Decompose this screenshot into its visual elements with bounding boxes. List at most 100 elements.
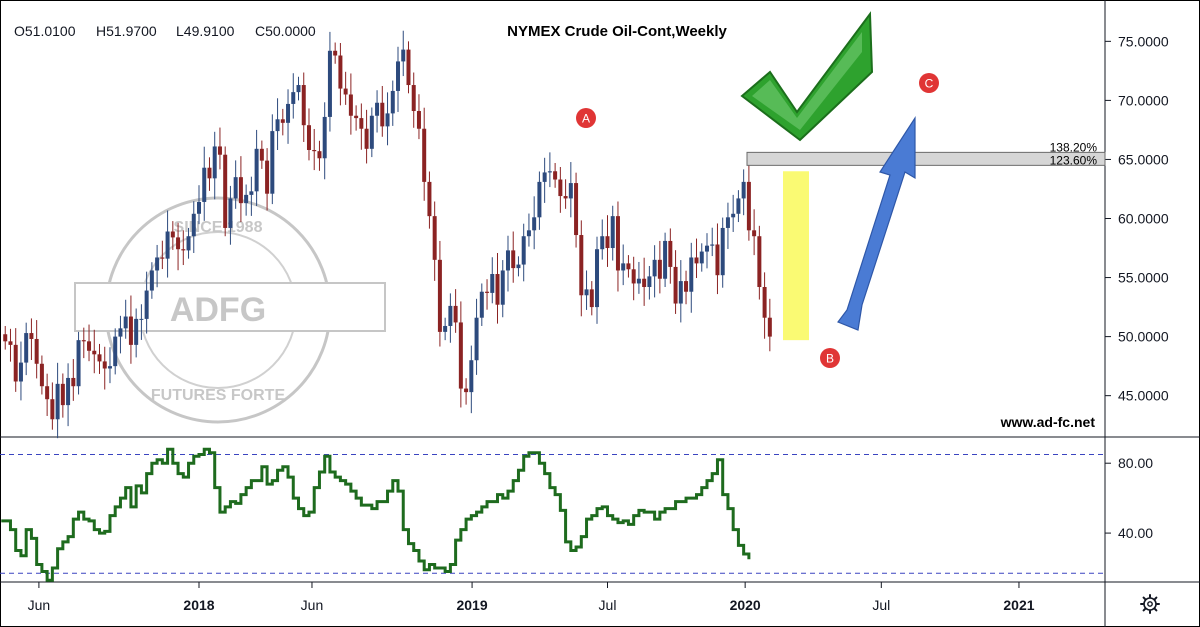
candle-body: [18, 362, 23, 382]
time-tick-label: Jun: [28, 597, 51, 613]
candle-body: [176, 237, 181, 250]
oscillator-line: [1, 447, 751, 582]
price-tick-label: 55.0000: [1118, 270, 1169, 286]
stamp-text: ADFG: [170, 291, 266, 329]
candle-body: [584, 289, 589, 296]
candle-body: [563, 196, 568, 199]
oscillator-tick-label: 40.00: [1118, 525, 1153, 541]
candle-body: [553, 171, 558, 180]
candle-body: [92, 350, 97, 355]
candle-body: [39, 363, 44, 387]
candle-body: [657, 259, 662, 279]
wave-marker-c: C: [919, 73, 939, 93]
candle-body: [631, 269, 636, 284]
candle-body: [647, 276, 652, 288]
candle-body: [416, 111, 421, 129]
gear-icon[interactable]: [1140, 594, 1160, 614]
candle-body: [516, 264, 521, 269]
candle-body: [244, 194, 249, 204]
candle-body: [338, 55, 343, 89]
candle-body: [500, 270, 505, 305]
candle-body: [223, 154, 228, 228]
candle-body: [55, 383, 60, 420]
candle-body: [165, 231, 170, 259]
candle-body: [123, 316, 128, 329]
check-mark-highlight: [752, 32, 862, 130]
candle-body: [684, 281, 689, 292]
candle-body: [249, 191, 254, 195]
candle-body: [485, 291, 490, 293]
time-tick-label: 2019: [456, 597, 487, 613]
time-tick-label: Jun: [301, 597, 324, 613]
candle-body: [406, 49, 411, 86]
candle-body: [8, 341, 13, 345]
candle-body: [689, 257, 694, 292]
candle-body: [505, 250, 510, 271]
candle-body: [390, 90, 395, 114]
candle-body: [359, 118, 364, 129]
fibonacci-shaded-zone: [746, 151, 1106, 166]
candle-body: [380, 102, 385, 127]
candle-body: [71, 377, 76, 387]
candle-body: [139, 318, 144, 320]
candle-body: [615, 216, 620, 271]
price-tick-label: 75.0000: [1118, 33, 1169, 49]
candle-body: [217, 146, 222, 155]
candle-body: [767, 317, 772, 337]
candle-body: [668, 240, 673, 267]
candle-body: [694, 257, 699, 264]
candle-body: [134, 318, 139, 345]
candle-body: [97, 354, 102, 362]
candle-body: [24, 333, 29, 363]
time-tick-label: 2020: [730, 597, 761, 613]
candle-body: [369, 115, 374, 149]
projection-arrow: [837, 115, 916, 331]
candle-body: [558, 179, 563, 197]
price-tick-label: 60.0000: [1118, 211, 1169, 227]
candle-body: [699, 251, 704, 264]
candle-body: [212, 146, 217, 179]
wave-marker-b: B: [820, 348, 840, 368]
candle-body: [45, 386, 50, 400]
candlestick-series: [3, 30, 772, 439]
website-label: www.ad-fc.net: [1000, 414, 1096, 430]
candle-body: [170, 231, 175, 238]
candle-body: [301, 85, 306, 126]
stamp-ring-bottom: FUTURES FORTE: [151, 387, 286, 404]
candle-body: [102, 361, 107, 369]
candle-body: [678, 281, 683, 304]
candle-body: [741, 181, 746, 199]
wave-label-b: B: [826, 352, 834, 366]
fib-label-138: 138.20%: [1050, 140, 1098, 154]
candle-body: [186, 236, 191, 251]
candle-body: [375, 102, 380, 116]
candle-body: [652, 259, 657, 277]
candle-body: [343, 88, 348, 95]
candle-body: [34, 338, 39, 364]
candle-body: [574, 183, 579, 236]
wave-label-c: C: [925, 77, 934, 91]
candle-body: [29, 333, 34, 339]
candle-body: [207, 167, 212, 179]
wave-marker-a: A: [576, 108, 596, 128]
candle-body: [280, 119, 285, 123]
candle-body: [155, 257, 160, 271]
candle-body: [149, 270, 154, 291]
candle-body: [715, 244, 720, 276]
candle-body: [469, 360, 474, 393]
candle-body: [422, 128, 427, 182]
candle-body: [66, 377, 71, 406]
candle-body: [76, 340, 81, 387]
candle-body: [453, 305, 458, 323]
candle-body: [118, 328, 123, 337]
candle-body: [443, 325, 448, 332]
candle-body: [238, 177, 243, 204]
candle-body: [60, 383, 65, 406]
ohlc-low: L49.9100: [176, 23, 235, 39]
candle-body: [731, 213, 736, 218]
candle-body: [610, 216, 615, 249]
oscillator-tick-label: 80.00: [1118, 455, 1153, 471]
stamp-ring-top: SINCE 1988: [174, 219, 263, 236]
candle-body: [710, 244, 715, 246]
